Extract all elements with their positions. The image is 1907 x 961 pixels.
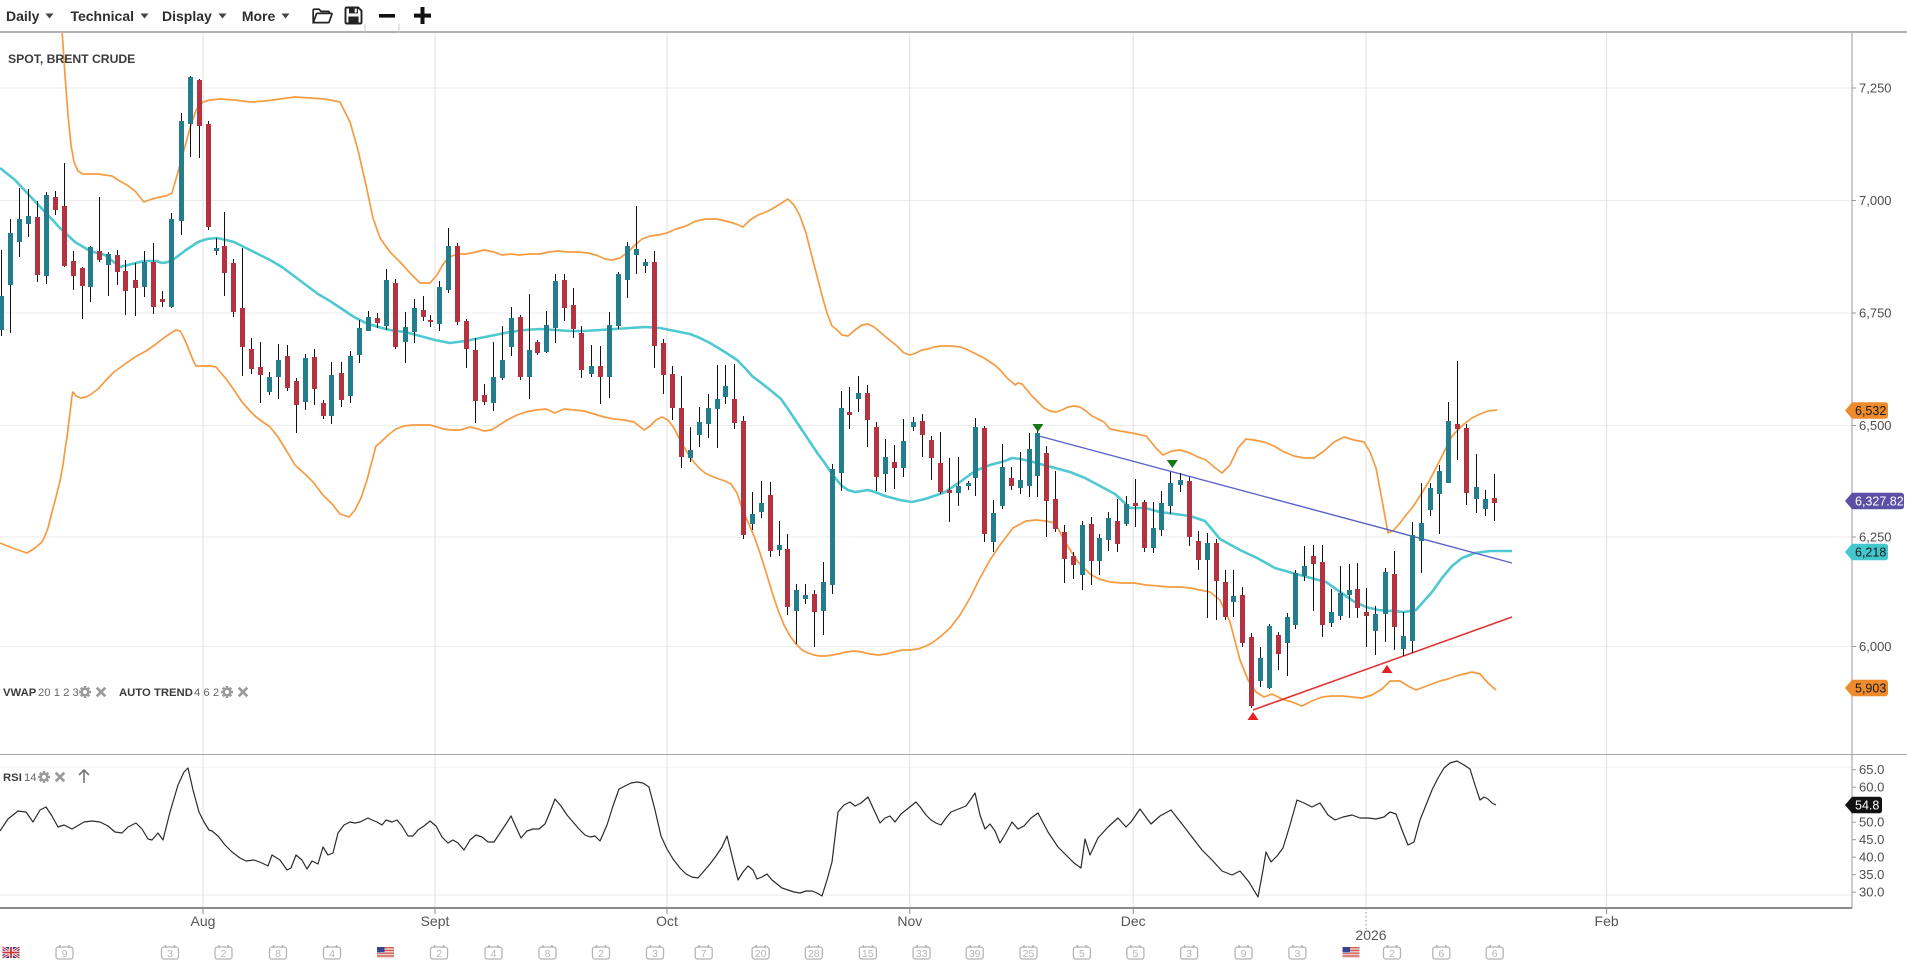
svg-text:45.0: 45.0 <box>1859 832 1884 847</box>
svg-text:6,532: 6,532 <box>1855 404 1886 418</box>
svg-text:8: 8 <box>275 948 281 960</box>
svg-text:2026: 2026 <box>1355 927 1386 943</box>
svg-text:54.8: 54.8 <box>1855 799 1879 813</box>
svg-text:15: 15 <box>862 948 874 960</box>
svg-text:50.0: 50.0 <box>1859 815 1884 830</box>
svg-text:5,903: 5,903 <box>1855 682 1886 696</box>
svg-text:20: 20 <box>755 948 767 960</box>
svg-text:33: 33 <box>916 948 928 960</box>
svg-text:28: 28 <box>808 948 820 960</box>
svg-text:2: 2 <box>598 948 604 960</box>
svg-text:6,500: 6,500 <box>1859 418 1892 433</box>
svg-text:3: 3 <box>167 948 173 960</box>
svg-text:2: 2 <box>221 948 227 960</box>
svg-text:6: 6 <box>1492 948 1498 960</box>
svg-text:Sept: Sept <box>421 913 450 929</box>
svg-text:Nov: Nov <box>897 913 922 929</box>
svg-text:3: 3 <box>1186 948 1192 960</box>
svg-text:60.0: 60.0 <box>1859 780 1884 795</box>
svg-text:3: 3 <box>1294 948 1300 960</box>
svg-text:30.0: 30.0 <box>1859 885 1884 900</box>
svg-text:4 6 2: 4 6 2 <box>194 687 219 699</box>
svg-text:3: 3 <box>652 948 658 960</box>
svg-text:40.0: 40.0 <box>1859 850 1884 865</box>
svg-text:5: 5 <box>1079 948 1085 960</box>
svg-text:8: 8 <box>545 948 551 960</box>
svg-text:9: 9 <box>62 948 68 960</box>
svg-text:AUTO TREND: AUTO TREND <box>119 687 193 699</box>
svg-text:6,000: 6,000 <box>1859 639 1892 654</box>
svg-text:SPOT, BRENT CRUDE: SPOT, BRENT CRUDE <box>8 52 135 66</box>
svg-text:39: 39 <box>969 948 981 960</box>
svg-text:2: 2 <box>436 948 442 960</box>
svg-text:7: 7 <box>701 948 707 960</box>
svg-text:2: 2 <box>1389 948 1395 960</box>
svg-text:5: 5 <box>1132 948 1138 960</box>
svg-text:Oct: Oct <box>656 913 678 929</box>
svg-text:7,250: 7,250 <box>1859 81 1892 96</box>
svg-text:6: 6 <box>1438 948 1444 960</box>
svg-text:14: 14 <box>24 772 37 784</box>
svg-text:6,750: 6,750 <box>1859 306 1892 321</box>
svg-text:6,218: 6,218 <box>1855 546 1886 560</box>
svg-text:6,250: 6,250 <box>1859 530 1892 545</box>
svg-text:65.0: 65.0 <box>1859 762 1884 777</box>
svg-text:Feb: Feb <box>1595 913 1619 929</box>
svg-text:VWAP: VWAP <box>3 687 37 699</box>
svg-text:4: 4 <box>329 948 335 960</box>
svg-text:20 1 2 3: 20 1 2 3 <box>38 687 79 699</box>
svg-text:RSI: RSI <box>3 772 22 784</box>
svg-text:Aug: Aug <box>191 913 216 929</box>
svg-text:9: 9 <box>1241 948 1247 960</box>
svg-text:25: 25 <box>1023 948 1035 960</box>
svg-text:35.0: 35.0 <box>1859 867 1884 882</box>
svg-text:7,000: 7,000 <box>1859 193 1892 208</box>
svg-text:Dec: Dec <box>1121 913 1146 929</box>
svg-text:6,327.82: 6,327.82 <box>1855 495 1904 509</box>
svg-text:4: 4 <box>491 948 497 960</box>
